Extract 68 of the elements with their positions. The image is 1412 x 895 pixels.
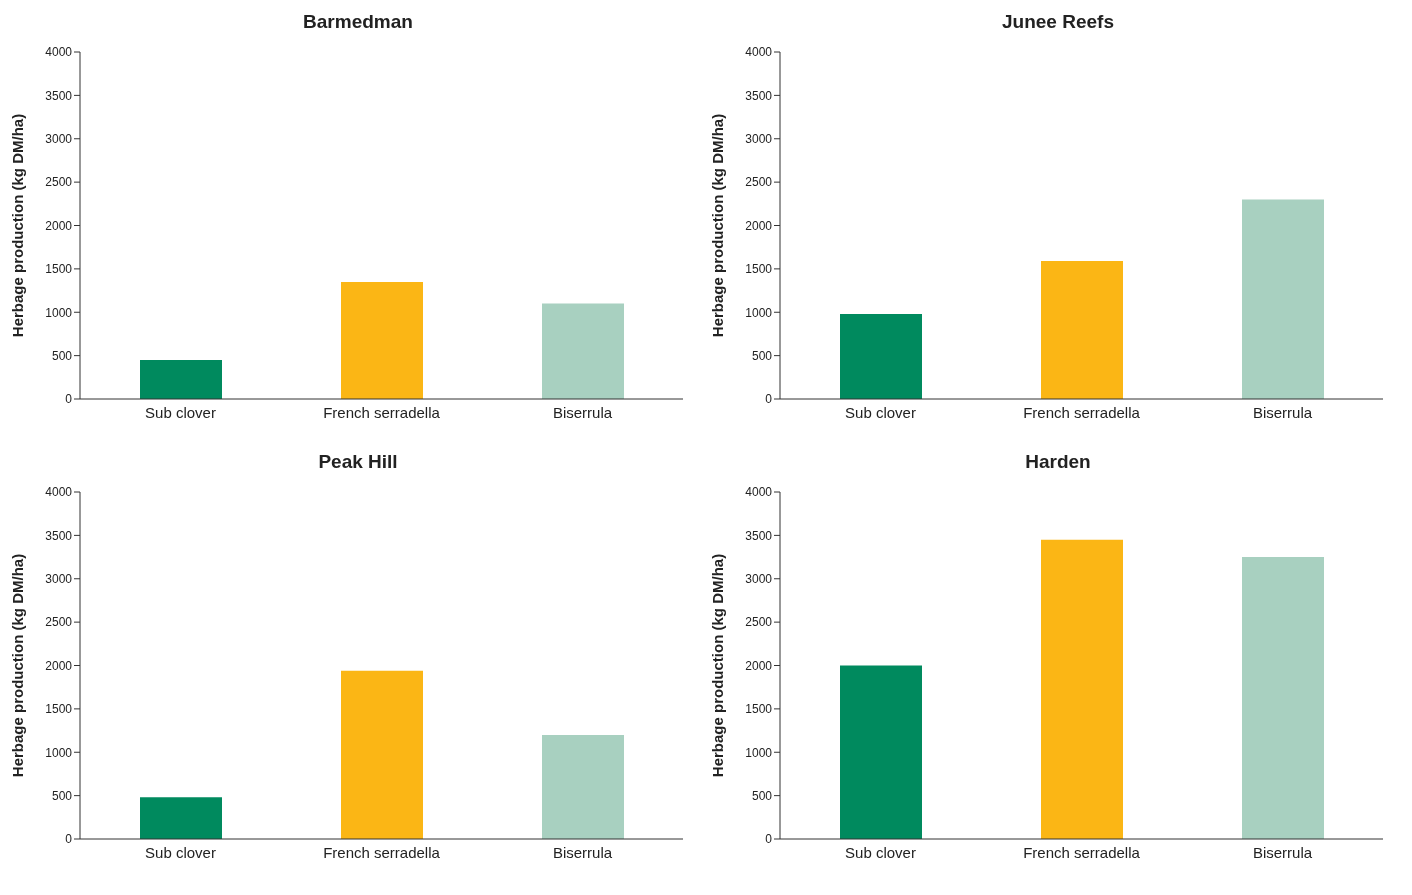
y-tick-label: 0 <box>65 392 73 407</box>
bar <box>840 665 922 839</box>
bar <box>542 303 624 399</box>
y-tick-label: 2000 <box>745 218 773 233</box>
bar <box>341 281 423 399</box>
y-tick-label: 4000 <box>45 485 73 500</box>
y-tick-label: 4000 <box>745 45 773 60</box>
x-tick-label: Biserrula <box>552 403 613 421</box>
x-tick-label: Biserrula <box>1252 843 1313 861</box>
chart-title: Barmedman <box>302 10 414 34</box>
y-tick-label: 0 <box>765 832 773 847</box>
y-tick-label: 1500 <box>45 262 73 277</box>
bar <box>1242 199 1324 399</box>
y-tick-label: 2500 <box>45 175 73 190</box>
y-tick-label: 500 <box>751 788 773 803</box>
y-tick-label: 1000 <box>745 305 773 320</box>
y-tick-label: 1500 <box>45 702 73 717</box>
y-tick-label: 3000 <box>745 132 773 147</box>
y-tick-label: 2000 <box>45 658 73 673</box>
bar <box>140 359 222 399</box>
y-tick-label: 2500 <box>745 175 773 190</box>
x-tick-label: Sub clover <box>145 403 216 421</box>
y-tick-label: 2500 <box>745 615 773 630</box>
bar <box>542 734 624 839</box>
y-tick-label: 4000 <box>745 485 773 500</box>
y-tick-label: 2500 <box>45 615 73 630</box>
chart-title: Junee Reefs <box>1001 10 1115 34</box>
bar <box>341 670 423 839</box>
y-tick-label: 3500 <box>745 528 773 543</box>
x-tick-label: Biserrula <box>552 843 613 861</box>
y-tick-label: 500 <box>51 348 73 363</box>
bar <box>840 313 922 399</box>
y-tick-label: 0 <box>765 392 773 407</box>
bar <box>1242 557 1324 839</box>
x-tick-label: Sub clover <box>845 403 916 421</box>
y-axis-title: Herbage production (kg DM/ha) <box>9 553 27 778</box>
chart-title: Peak Hill <box>317 450 399 474</box>
chart-title: Harden <box>1024 450 1092 474</box>
x-tick-label: Sub clover <box>845 843 916 861</box>
bar <box>1041 261 1123 399</box>
y-axis-title: Herbage production (kg DM/ha) <box>9 113 27 338</box>
y-tick-label: 2000 <box>745 658 773 673</box>
bar <box>1041 539 1123 839</box>
bar <box>140 797 222 839</box>
x-tick-label: French serradella <box>323 403 441 421</box>
y-axis-title: Herbage production (kg DM/ha) <box>709 113 727 338</box>
y-tick-label: 3500 <box>745 88 773 103</box>
y-tick-label: 3000 <box>45 572 73 587</box>
x-tick-label: Biserrula <box>1252 403 1313 421</box>
y-axis-title: Herbage production (kg DM/ha) <box>709 553 727 778</box>
x-tick-label: French serradella <box>1023 843 1141 861</box>
y-tick-label: 1500 <box>745 262 773 277</box>
y-tick-label: 3000 <box>45 132 73 147</box>
y-tick-label: 0 <box>65 832 73 847</box>
y-tick-label: 2000 <box>45 218 73 233</box>
y-tick-label: 1500 <box>745 702 773 717</box>
y-tick-label: 4000 <box>45 45 73 60</box>
y-tick-label: 500 <box>51 788 73 803</box>
y-tick-label: 1000 <box>745 745 773 760</box>
x-tick-label: Sub clover <box>145 843 216 861</box>
y-tick-label: 500 <box>751 348 773 363</box>
x-tick-label: French serradella <box>1023 403 1141 421</box>
y-tick-label: 3500 <box>45 88 73 103</box>
y-tick-label: 1000 <box>45 305 73 320</box>
y-tick-label: 1000 <box>45 745 73 760</box>
y-tick-label: 3000 <box>745 572 773 587</box>
x-tick-label: French serradella <box>323 843 441 861</box>
y-tick-label: 3500 <box>45 528 73 543</box>
